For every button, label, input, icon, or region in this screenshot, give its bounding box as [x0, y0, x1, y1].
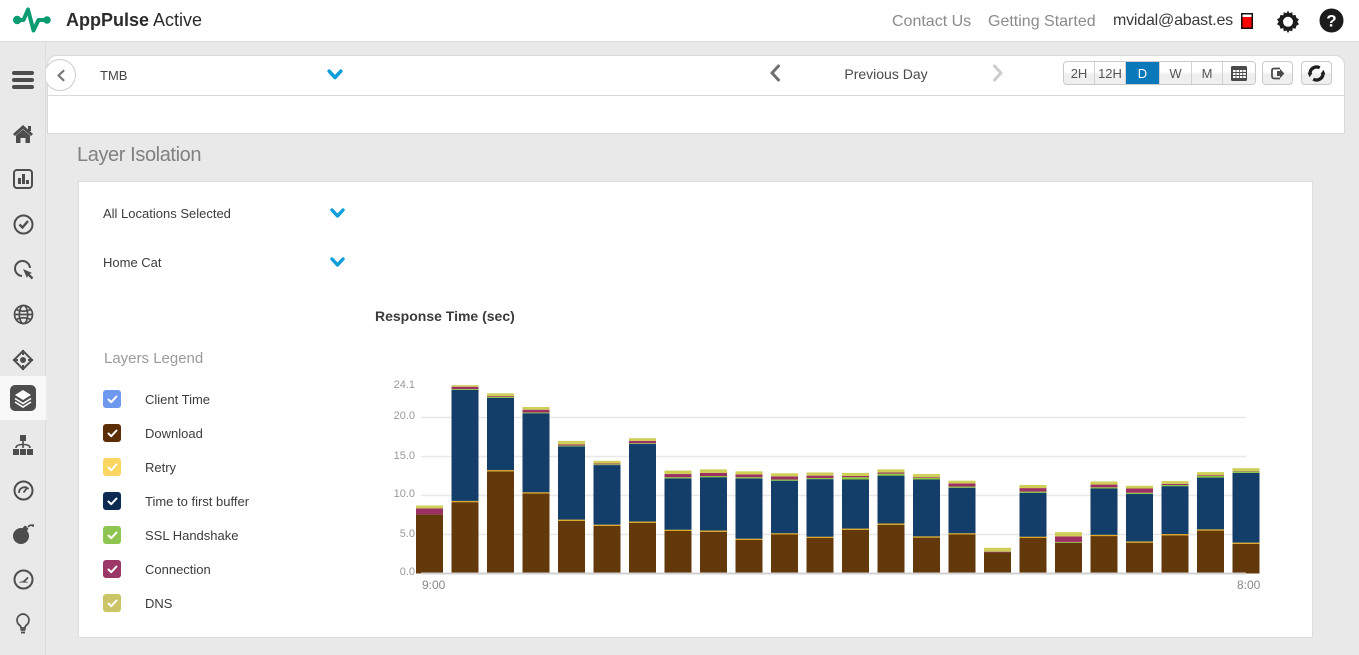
svg-text:?: ? [1326, 12, 1336, 31]
